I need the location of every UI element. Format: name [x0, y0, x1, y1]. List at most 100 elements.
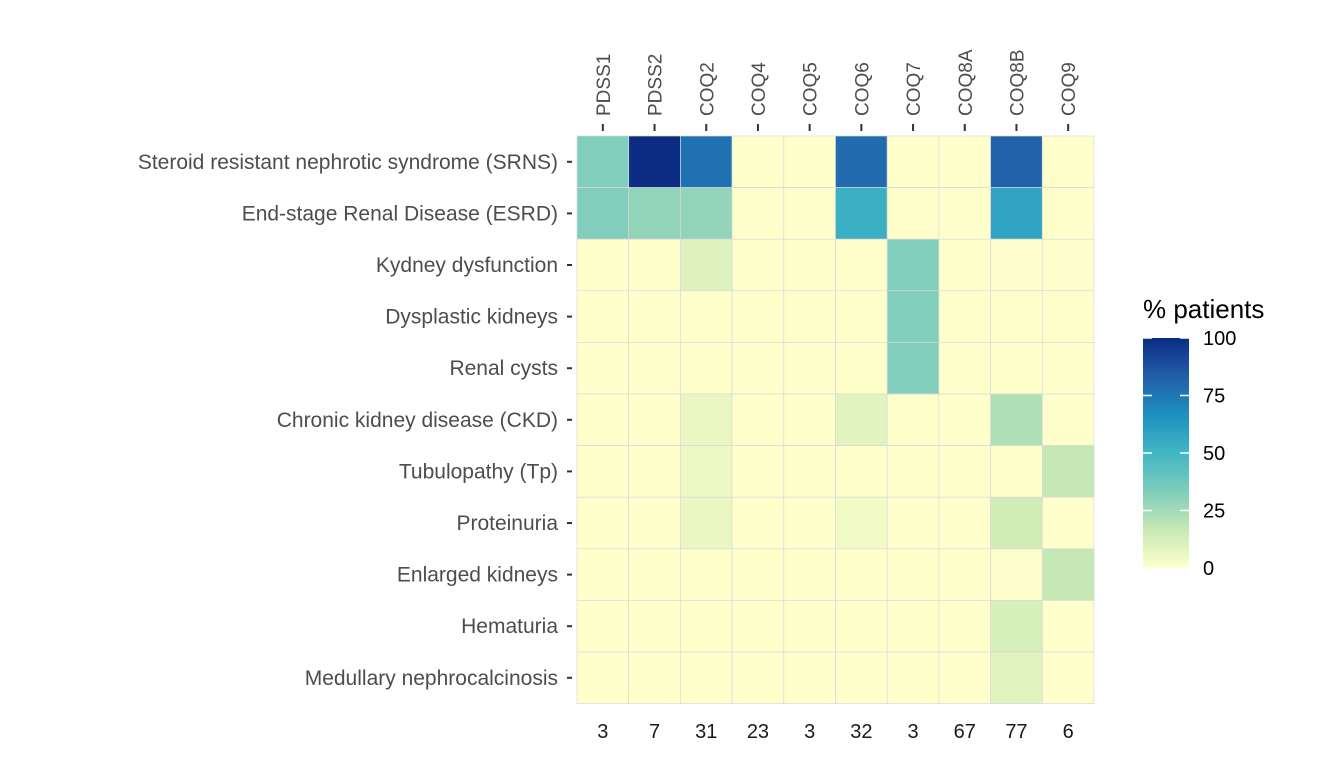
row-label: Medullary nephrocalcinosis	[305, 667, 558, 690]
heatmap-cell	[835, 135, 888, 188]
heatmap-cell	[628, 290, 681, 343]
column-count-label: 6	[1063, 721, 1074, 743]
heatmap-cell	[680, 445, 733, 498]
row-label: Hematuria	[461, 615, 558, 638]
heatmap-cell	[1041, 187, 1095, 240]
heatmap-cell	[680, 496, 733, 550]
heatmap-cell	[731, 496, 785, 550]
heatmap-cell	[731, 393, 785, 446]
column-label: COQ6	[852, 62, 873, 116]
heatmap-cell	[731, 135, 785, 188]
heatmap-cell	[783, 445, 836, 498]
legend-tick-label: 25	[1203, 501, 1225, 523]
heatmap-cell	[886, 651, 940, 704]
heatmap-cell	[835, 445, 888, 498]
heatmap-cell	[990, 600, 1043, 653]
heatmap-cell	[576, 135, 630, 188]
heatmap-cell	[783, 290, 836, 343]
row-label: Kydney dysfunction	[376, 254, 558, 277]
column-count-label: 31	[695, 721, 717, 743]
heatmap-cell	[938, 238, 991, 292]
legend-tick-label: 50	[1203, 443, 1225, 465]
column-count-label: 67	[954, 721, 976, 743]
heatmap-cell	[938, 600, 991, 653]
heatmap-cell	[1041, 290, 1095, 343]
heatmap-cell	[731, 445, 785, 498]
column-label: COQ4	[749, 62, 770, 116]
heatmap-cell	[731, 600, 785, 653]
heatmap-cell	[628, 548, 681, 601]
row-label: Renal cysts	[449, 357, 558, 380]
row-label: Steroid resistant nephrotic syndrome (SR…	[138, 151, 558, 174]
heatmap-cell	[576, 290, 630, 343]
heatmap-cell	[1041, 651, 1095, 704]
column-labels: PDSS1 PDSS2 COQ2 COQ4 COQ5 COQ6 COQ7 COQ8A COQ8B…	[594, 49, 1080, 131]
heatmap-cell	[938, 548, 991, 601]
heatmap-cell	[628, 496, 681, 550]
column-count-label: 3	[907, 721, 918, 743]
heatmap-cell	[680, 393, 733, 446]
heatmap-cell	[886, 135, 940, 188]
heatmap-cell	[680, 548, 733, 601]
heatmap-cell	[680, 600, 733, 653]
column-label: COQ5	[801, 62, 822, 116]
heatmap-cell	[938, 135, 991, 188]
heatmap-cell	[886, 445, 940, 498]
heatmap-cell	[731, 342, 785, 395]
heatmap-cell	[938, 496, 991, 550]
row-label: Tubulopathy (Tp)	[399, 460, 558, 483]
heatmap-cell	[1041, 548, 1095, 601]
heatmap-cell	[886, 393, 940, 446]
heatmap-cell	[576, 496, 630, 550]
heatmap-cell	[783, 496, 836, 550]
heatmap-cell	[576, 600, 630, 653]
legend-title: % patients	[1143, 294, 1264, 324]
heatmap-cell	[680, 135, 733, 188]
heatmap-cell	[835, 651, 888, 704]
heatmap-cell	[783, 135, 836, 188]
heatmap-cell	[628, 651, 681, 704]
heatmap-cell	[1041, 445, 1095, 498]
column-count-label: 3	[804, 721, 815, 743]
heatmap-cell	[783, 238, 836, 292]
heatmap-cell	[680, 187, 733, 240]
heatmap-cell	[1041, 342, 1095, 395]
heatmap-cell	[628, 187, 681, 240]
heatmap-cell	[938, 342, 991, 395]
heatmap-cell	[783, 342, 836, 395]
heatmap-cell	[783, 600, 836, 653]
column-label: COQ7	[904, 62, 925, 116]
heatmap-cell	[576, 445, 630, 498]
heatmap-cell	[835, 342, 888, 395]
heatmap-cell	[938, 445, 991, 498]
heatmap-cell	[938, 651, 991, 704]
legend-ticks: 100 75 50 25 0	[1143, 328, 1236, 580]
heatmap-cell	[731, 651, 785, 704]
heatmap-cell	[990, 496, 1043, 550]
heatmap-cell	[1041, 496, 1095, 550]
row-labels: Steroid resistant nephrotic syndrome (SR…	[138, 151, 572, 690]
heatmap-cell	[1041, 238, 1095, 292]
heatmap-cell	[990, 651, 1043, 704]
heatmap-cell	[1041, 600, 1095, 653]
heatmap-cell	[938, 187, 991, 240]
heatmap-cell	[783, 187, 836, 240]
column-label: COQ8A	[956, 49, 977, 116]
legend: % patients 100 75 50 25 0	[1143, 294, 1264, 580]
heatmap-cell	[731, 290, 785, 343]
heatmap-cell	[576, 187, 630, 240]
heatmap-cell	[835, 548, 888, 601]
heatmap-cell	[886, 496, 940, 550]
heatmap-cell	[835, 393, 888, 446]
heatmap-cell	[990, 342, 1043, 395]
column-label: COQ8B	[1007, 49, 1028, 116]
heatmap-cell	[990, 238, 1043, 292]
heatmap-cell	[835, 187, 888, 240]
heatmap-cell	[886, 187, 940, 240]
column-count-label: 7	[649, 721, 660, 743]
heatmap-cell	[1041, 135, 1095, 188]
heatmap-cell	[990, 393, 1043, 446]
heatmap-cell	[990, 135, 1043, 188]
heatmap-cell	[783, 548, 836, 601]
